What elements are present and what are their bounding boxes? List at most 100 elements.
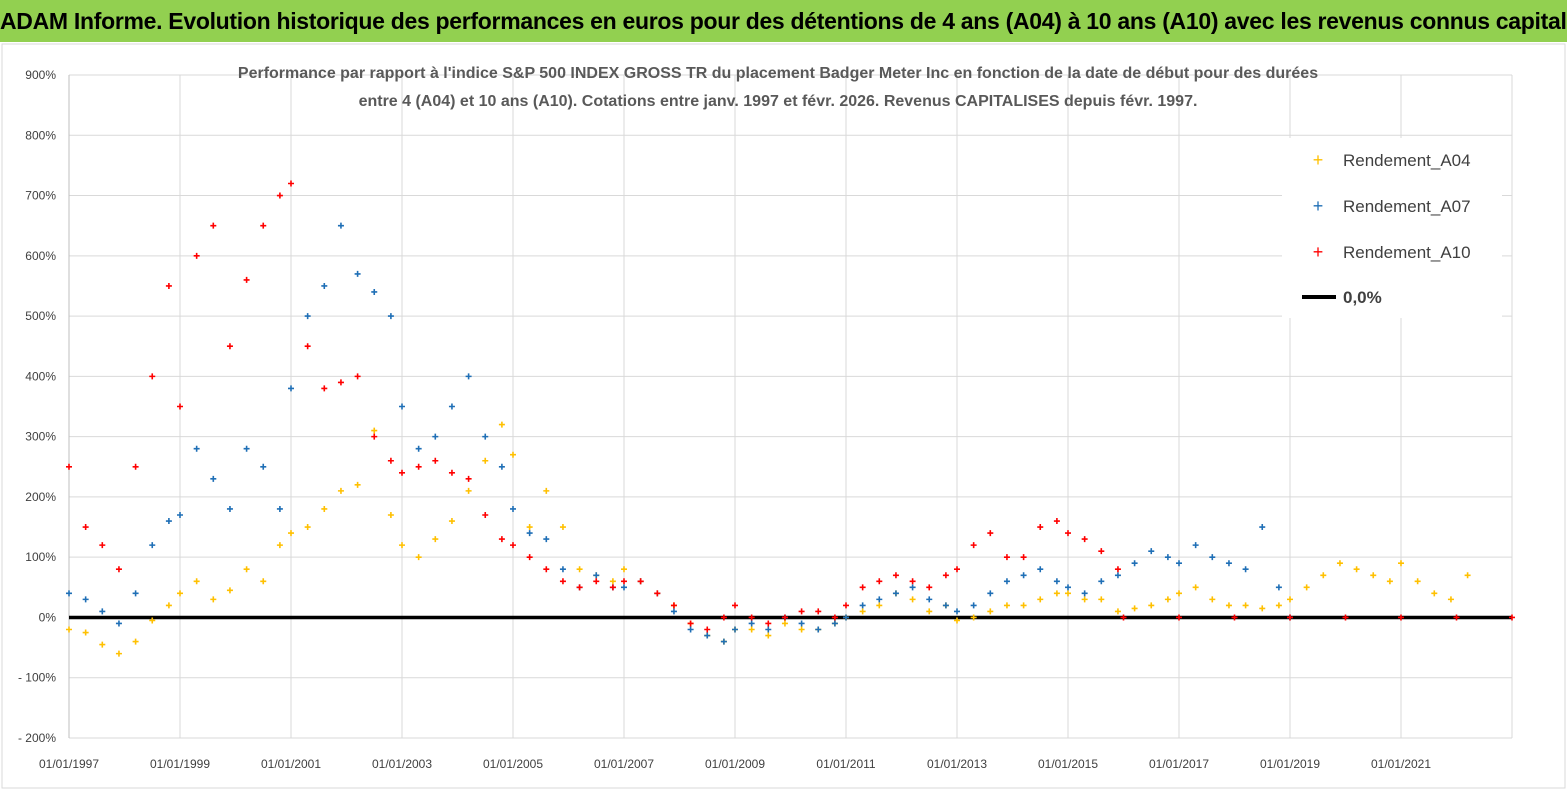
point-a04 xyxy=(82,629,89,636)
point-a07 xyxy=(1209,554,1216,561)
point-a10 xyxy=(243,276,250,283)
y-tick-label: - 100% xyxy=(18,671,56,685)
point-a07 xyxy=(432,433,439,440)
point-a04 xyxy=(1098,596,1105,603)
point-a04 xyxy=(193,578,200,585)
point-a10 xyxy=(337,379,344,386)
y-tick-label: 500% xyxy=(25,309,56,323)
point-a04 xyxy=(1053,590,1060,597)
point-a10 xyxy=(193,252,200,259)
x-tick-label: 01/01/2013 xyxy=(927,757,987,771)
point-a07 xyxy=(498,463,505,470)
point-a04 xyxy=(1176,590,1182,597)
point-a04 xyxy=(1020,602,1027,609)
point-a07 xyxy=(1176,560,1182,567)
point-a07 xyxy=(704,632,711,639)
legend: + Rendement_A04 + Rendement_A07 + Rendem… xyxy=(1282,138,1502,318)
point-a07 xyxy=(465,373,472,380)
point-a10 xyxy=(510,542,516,549)
point-a10 xyxy=(387,457,394,464)
y-tick-label: 900% xyxy=(25,68,56,82)
point-a10 xyxy=(304,343,311,350)
y-tick-label: 800% xyxy=(25,128,56,142)
point-a10 xyxy=(1081,536,1088,543)
point-a10 xyxy=(765,620,772,627)
point-a07 xyxy=(210,475,217,482)
chart-title-line2: entre 4 (A04) et 10 ans (A10). Cotations… xyxy=(359,93,1198,110)
point-a04 xyxy=(432,536,439,543)
point-a10 xyxy=(149,373,156,380)
point-a04 xyxy=(99,641,106,648)
point-a10 xyxy=(465,475,472,482)
point-a07 xyxy=(321,282,328,289)
point-a07 xyxy=(687,626,694,633)
point-a07 xyxy=(720,638,727,645)
point-a04 xyxy=(559,524,566,531)
point-a10 xyxy=(970,542,977,549)
point-a10 xyxy=(260,222,267,229)
point-a07 xyxy=(1065,584,1071,591)
point-a04 xyxy=(1287,596,1293,603)
point-a07 xyxy=(482,433,489,440)
point-a10 xyxy=(226,343,233,350)
point-a07 xyxy=(1259,524,1266,531)
point-a10 xyxy=(498,536,505,543)
point-a07 xyxy=(1037,566,1044,573)
point-a07 xyxy=(732,626,738,633)
point-a04 xyxy=(132,638,139,645)
point-a04 xyxy=(482,457,489,464)
point-a04 xyxy=(177,590,183,597)
series-a07 xyxy=(66,222,1293,645)
point-a10 xyxy=(82,524,89,531)
legend-marker-a04: + xyxy=(1313,150,1324,170)
legend-box xyxy=(1282,138,1502,318)
point-a04 xyxy=(399,542,405,549)
page-title: ADAM Informe. Evolution historique des p… xyxy=(0,8,1567,34)
point-a04 xyxy=(1037,596,1044,603)
point-a10 xyxy=(831,614,838,621)
point-a10 xyxy=(1342,614,1349,621)
point-a07 xyxy=(954,608,960,615)
point-a07 xyxy=(621,584,627,591)
series-a10 xyxy=(66,180,1515,633)
point-a10 xyxy=(720,614,727,621)
point-a10 xyxy=(843,602,849,609)
y-tick-label: 300% xyxy=(25,430,56,444)
point-a07 xyxy=(831,620,838,627)
point-a10 xyxy=(748,614,755,621)
point-a04 xyxy=(465,487,472,494)
point-a07 xyxy=(387,313,394,320)
point-a07 xyxy=(1081,590,1088,597)
x-tick-label: 01/01/2021 xyxy=(1371,757,1431,771)
point-a07 xyxy=(1164,554,1171,561)
point-a07 xyxy=(1275,584,1282,591)
point-a10 xyxy=(1120,614,1127,621)
point-a10 xyxy=(687,620,694,627)
point-a04 xyxy=(371,427,378,434)
point-a10 xyxy=(954,566,960,573)
point-a07 xyxy=(526,530,533,537)
point-a07 xyxy=(876,596,883,603)
point-a07 xyxy=(243,445,250,452)
point-a04 xyxy=(954,617,960,624)
point-a10 xyxy=(399,469,405,476)
point-a04 xyxy=(243,566,250,573)
point-a10 xyxy=(859,584,866,591)
point-a04 xyxy=(926,608,933,615)
point-a10 xyxy=(1398,614,1404,621)
point-a04 xyxy=(798,626,805,633)
y-tick-label: 400% xyxy=(25,369,56,383)
point-a10 xyxy=(942,572,949,579)
point-a10 xyxy=(1098,548,1105,555)
point-a07 xyxy=(304,313,311,320)
y-tick-label: - 200% xyxy=(18,731,56,745)
point-a10 xyxy=(115,566,122,573)
point-a04 xyxy=(1447,596,1454,603)
legend-label-a04: Rendement_A04 xyxy=(1343,151,1471,170)
point-a04 xyxy=(1164,596,1171,603)
point-a10 xyxy=(609,584,616,591)
y-tick-label: 200% xyxy=(25,490,56,504)
point-a04 xyxy=(748,626,755,633)
point-a04 xyxy=(1353,566,1360,573)
point-a07 xyxy=(942,602,949,609)
